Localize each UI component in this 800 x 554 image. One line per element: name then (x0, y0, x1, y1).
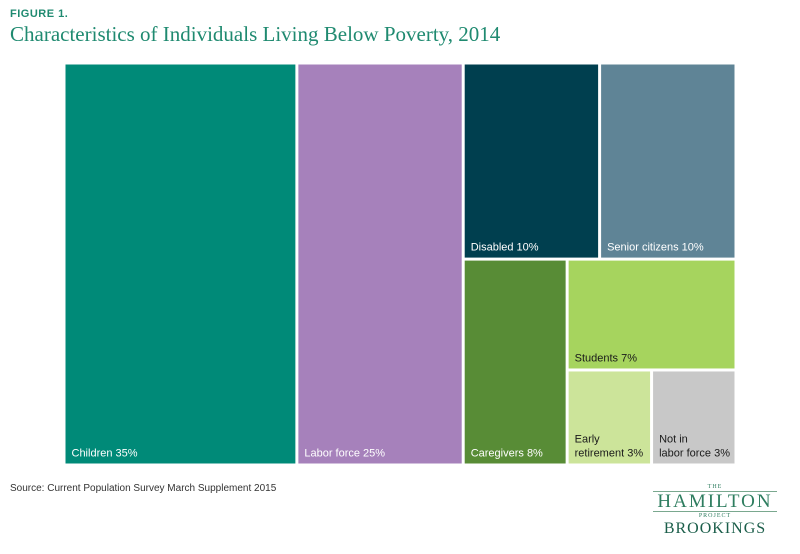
logo-the: THE (707, 484, 723, 490)
logo-hamilton: HAMILTON (653, 491, 777, 512)
treemap-label-labor-force: Labor force 25% (304, 448, 385, 460)
treemap-label-children: Children 35% (72, 448, 138, 460)
treemap-cell-caregivers (464, 260, 566, 464)
treemap-cell-not-in-labor-force (653, 371, 735, 464)
chart-title: Characteristics of Individuals Living Be… (10, 22, 501, 46)
treemap-cell-labor-force (298, 64, 462, 464)
logo-project: PROJECT (698, 513, 732, 519)
treemap-cell-early-retirement (568, 371, 651, 464)
treemap-label-early-retirement: Early retirement 3% (575, 434, 644, 460)
treemap-label-caregivers: Caregivers 8% (471, 448, 543, 460)
source-note: Source: Current Population Survey March … (10, 483, 277, 494)
hamilton-brookings-logo: THE HAMILTON PROJECT BROOKINGS (640, 484, 790, 548)
treemap-cell-senior-citizens (601, 64, 735, 258)
treemap-label-senior-citizens: Senior citizens 10% (607, 242, 704, 254)
treemap-cell-children (65, 64, 296, 464)
figure-label: FIGURE 1. (10, 8, 69, 20)
treemap-label-not-in-labor-force: Not in labor force 3% (659, 434, 730, 460)
treemap-label-disabled: Disabled 10% (471, 242, 539, 254)
treemap-cell-students (568, 260, 735, 369)
treemap-label-students: Students 7% (575, 352, 638, 364)
treemap-cell-disabled (464, 64, 599, 258)
logo-brookings: BROOKINGS (663, 520, 767, 537)
